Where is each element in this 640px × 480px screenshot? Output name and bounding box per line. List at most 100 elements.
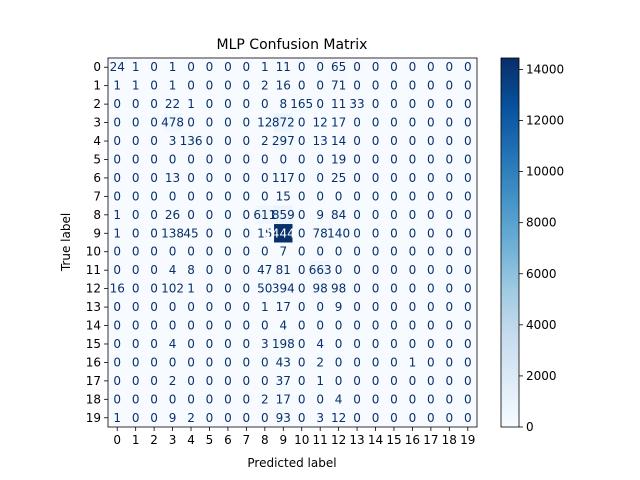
cell-value-label: 4 (169, 263, 177, 277)
cell-value-label: 0 (132, 116, 140, 130)
cell-value-label: 0 (132, 411, 140, 425)
heatmap-cell (292, 390, 312, 409)
heatmap-cell (403, 224, 422, 243)
cell-value-label: 0 (224, 152, 232, 166)
heatmap-cell (274, 150, 293, 169)
cell-value-label: 0 (353, 337, 361, 351)
cell-value-label: 0 (224, 208, 232, 222)
heatmap-cell (366, 205, 386, 225)
colorbar-segment (501, 168, 519, 173)
heatmap-cell (163, 224, 183, 243)
cell-value-label: 0 (353, 79, 361, 93)
cell-value-label: 0 (464, 171, 472, 185)
heatmap-cell (163, 371, 183, 391)
cell-value-label: 12 (257, 116, 272, 130)
heatmap-cell (108, 371, 127, 391)
cell-value-label: 0 (206, 189, 214, 203)
cell-value-label: 0 (132, 189, 140, 203)
heatmap-cell (440, 334, 459, 354)
heatmap-cell (108, 279, 127, 299)
cell-value-label: 4 (279, 319, 287, 333)
cell-value-label: 0 (446, 282, 454, 296)
heatmap-cell (458, 297, 478, 317)
cell-value-label: 0 (169, 245, 177, 259)
colorbar-segment (501, 94, 519, 99)
cell-value-label: 0 (150, 171, 158, 185)
heatmap-cell (237, 76, 256, 96)
heatmap-cell (347, 131, 367, 151)
heatmap-cell (421, 334, 441, 354)
colorbar-segment (501, 79, 519, 84)
colorbar-segment (501, 156, 519, 160)
colorbar-segment (501, 230, 519, 234)
cell-value-label: 0 (261, 189, 269, 203)
cell-value-label: 0 (224, 245, 232, 259)
heatmap-cell (366, 371, 386, 391)
cell-value-label: 2 (316, 355, 324, 369)
cell-value-label: 0 (243, 152, 251, 166)
cell-value-label: 0 (464, 134, 472, 148)
heatmap-cell (421, 150, 441, 169)
cell-value-label: 0 (113, 116, 121, 130)
heatmap-cell (237, 371, 256, 391)
heatmap-cell (403, 334, 422, 354)
cell-value-label: 0 (224, 411, 232, 425)
cell-value-label: 0 (446, 319, 454, 333)
cell-value-label: 0 (464, 355, 472, 369)
colorbar-segment (501, 399, 519, 403)
heatmap-cell (384, 279, 404, 299)
cell-value-label: 1 (113, 79, 121, 93)
heatmap-cell (458, 168, 478, 188)
colorbar-segment (501, 285, 519, 290)
heatmap-cell (144, 334, 164, 354)
heatmap-cell (403, 408, 422, 428)
heatmap-cell (310, 94, 330, 114)
cell-value-label: 0 (372, 171, 380, 185)
cell-value-label: 4 (169, 337, 177, 351)
colorbar-segment (501, 405, 519, 410)
cell-value-label: 0 (132, 300, 140, 314)
cell-value-label: 0 (464, 97, 472, 111)
cell-value-label: 0 (464, 245, 472, 259)
heatmap-cell (181, 113, 201, 133)
cell-value-label: 14 (331, 134, 346, 148)
heatmap-cell (144, 279, 164, 299)
heatmap-cell (181, 168, 201, 188)
cell-value-label: 0 (353, 152, 361, 166)
y-tick-label: 16 (86, 355, 101, 369)
heatmap-cell (329, 334, 349, 354)
colorbar-segment (501, 331, 519, 336)
colorbar-segment (501, 279, 519, 283)
cell-value-label: 0 (409, 300, 417, 314)
heatmap-cell (108, 224, 127, 243)
cell-value-label: 0 (150, 337, 158, 351)
heatmap-cell (274, 168, 293, 188)
cell-value-label: 0 (390, 79, 398, 93)
cell-value-label: 0 (150, 300, 158, 314)
cell-value-label: 0 (243, 116, 251, 130)
colorbar-segment (501, 119, 519, 124)
colorbar-segment (501, 220, 519, 225)
heatmap-cell (384, 187, 404, 206)
cell-value-label: 0 (150, 226, 158, 240)
x-tick-label: 8 (261, 433, 269, 447)
heatmap-cell (403, 131, 422, 151)
heatmap-cell (366, 131, 386, 151)
heatmap-cell (108, 390, 127, 409)
cell-value-label: 0 (372, 300, 380, 314)
cell-value-label: 0 (353, 245, 361, 259)
cell-value-label: 0 (243, 97, 251, 111)
cell-value-label: 1 (132, 79, 140, 93)
heatmap-cell (108, 334, 127, 354)
heatmap-cell (108, 131, 127, 151)
heatmap-cell (181, 371, 201, 391)
cell-value-label: 0 (224, 374, 232, 388)
cell-value-label: 0 (372, 337, 380, 351)
heatmap-cell (126, 390, 146, 409)
x-tick-label: 13 (349, 433, 364, 447)
colorbar-segment (501, 239, 519, 243)
cell-value-label: 394 (272, 282, 295, 296)
cell-value-label: 98 (313, 282, 328, 296)
heatmap-cell (347, 353, 367, 372)
heatmap-cell (126, 408, 146, 428)
